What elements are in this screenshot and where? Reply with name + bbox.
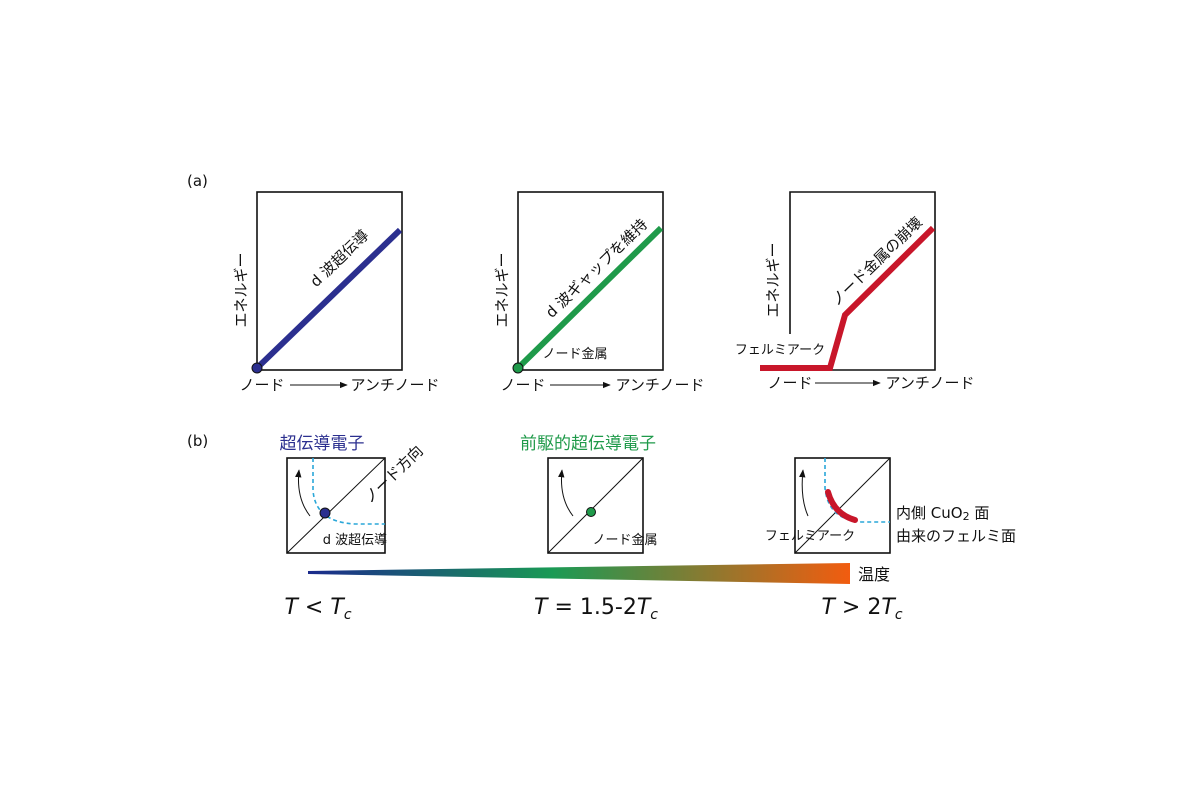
plot-frame	[517, 191, 664, 371]
text: T	[284, 595, 299, 620]
node-point	[251, 362, 263, 374]
text: T	[881, 595, 896, 620]
x-end-label: アンチノード	[886, 374, 975, 392]
text: T	[821, 595, 836, 620]
temperature-label: 温度	[858, 565, 890, 584]
line-label: d 波超伝導	[307, 226, 373, 291]
condition: T < Tc	[284, 595, 351, 623]
diagonal	[794, 457, 891, 554]
plot-title: 前駆的超伝導電子	[520, 434, 656, 454]
point-label: ノード金属	[542, 346, 607, 362]
gap-line	[515, 225, 664, 371]
x-start-label: ノード	[767, 374, 812, 392]
fermi-arc	[825, 489, 858, 523]
temperature-gradient	[308, 563, 850, 584]
panel-label: (b)	[187, 432, 208, 450]
subscript: c	[895, 607, 903, 623]
text: T	[330, 595, 345, 620]
x-end-label: アンチノード	[616, 376, 705, 394]
diagonal	[547, 457, 644, 554]
condition: T > 2Tc	[821, 595, 902, 623]
plot-frame	[256, 191, 403, 371]
x-start-label: ノード	[500, 376, 545, 394]
plot-title: 超伝導電子	[280, 434, 365, 454]
plot-frame	[789, 191, 936, 371]
text: <	[298, 595, 330, 620]
text: = 1.5-2	[547, 595, 636, 620]
text: > 2	[835, 595, 881, 620]
text: T	[534, 595, 549, 620]
y-axis-label: エネルギー	[764, 242, 782, 317]
line-label: d 波ギャップを維持	[542, 215, 651, 321]
text: 面	[970, 504, 990, 522]
arc-label: フェルミアーク	[765, 529, 855, 544]
panel-label: (a)	[187, 172, 208, 190]
flat-label: フェルミアーク	[735, 343, 825, 358]
x-end-label: アンチノード	[351, 376, 440, 394]
curved-arrow	[799, 469, 809, 517]
gap-line	[254, 227, 403, 371]
text: T	[637, 595, 652, 620]
gap-line	[760, 225, 936, 371]
subscript: c	[344, 607, 352, 623]
node-point	[586, 507, 596, 517]
point-label: d 波超伝導	[323, 533, 387, 548]
surface-label: 由来のフェルミ面	[896, 527, 1016, 545]
diagonal	[286, 457, 386, 554]
y-axis-label: エネルギー	[232, 252, 250, 327]
subscript: c	[650, 607, 658, 623]
curved-arrow	[295, 469, 311, 517]
plot-frame	[286, 457, 386, 554]
node-point	[512, 362, 524, 374]
line-label: ノード金属の崩壊	[827, 213, 926, 309]
condition: T = 1.5-2Tc	[534, 595, 658, 623]
y-axis-label: エネルギー	[493, 252, 511, 327]
x-start-label: ノード	[239, 376, 284, 394]
fermi-surface	[824, 458, 890, 523]
point-label: ノード金属	[592, 532, 657, 548]
text: 内側 CuO	[896, 504, 963, 522]
direction-label: ノード方向	[360, 442, 426, 507]
subscript: 2	[963, 510, 970, 523]
node-point	[319, 507, 331, 519]
curved-arrow	[558, 469, 574, 517]
plot-frame	[794, 457, 891, 554]
surface-label: 内側 CuO2 面	[896, 504, 989, 523]
plot-frame	[547, 457, 644, 554]
